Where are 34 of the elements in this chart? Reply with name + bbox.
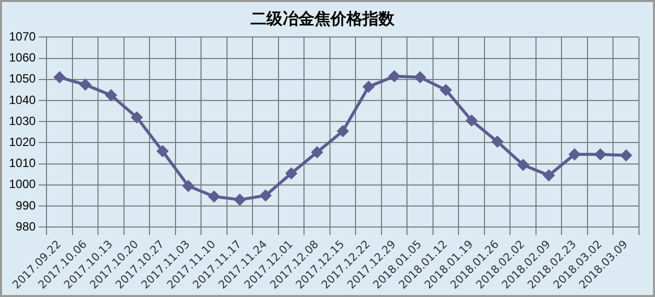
y-tick-label: 1020 — [8, 135, 36, 150]
y-tick-label: 1050 — [8, 72, 36, 86]
y-tick-label: 1010 — [8, 156, 36, 170]
point — [234, 194, 246, 206]
y-tick-label: 1060 — [8, 50, 36, 65]
point — [388, 70, 400, 82]
point — [106, 90, 117, 101]
point — [182, 180, 194, 192]
y-tick-label: 980 — [16, 219, 36, 234]
y-tick-label: 990 — [16, 198, 36, 212]
point — [363, 81, 374, 92]
point — [466, 115, 478, 126]
point — [80, 79, 91, 90]
point — [594, 148, 606, 160]
point — [337, 126, 348, 137]
point — [492, 136, 503, 148]
point — [440, 84, 452, 96]
point — [131, 112, 142, 123]
y-tick-label: 1040 — [8, 92, 36, 107]
point — [54, 72, 66, 83]
point — [286, 168, 297, 179]
point — [414, 72, 426, 83]
y-tick-label: 1030 — [8, 114, 36, 128]
point — [208, 191, 220, 202]
point — [518, 159, 529, 170]
point — [157, 146, 168, 157]
point — [260, 190, 272, 201]
point — [569, 148, 580, 160]
y-tick-label: 1070 — [8, 30, 36, 44]
chart-title: 二级冶金焦价格指数 — [250, 8, 396, 28]
point — [620, 150, 632, 161]
y-tick-label: 1000 — [8, 177, 36, 192]
point — [312, 146, 323, 158]
point — [543, 170, 554, 181]
